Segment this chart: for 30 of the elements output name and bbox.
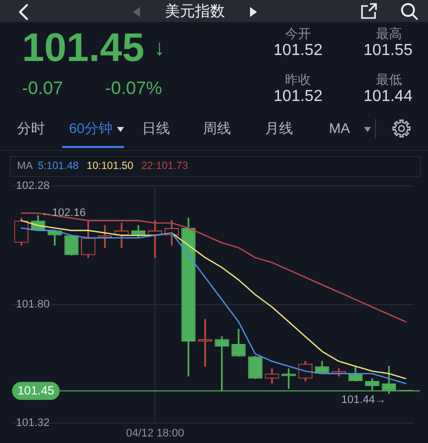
text: 最低 <box>375 72 403 87</box>
ref-line-label: 101.45 <box>18 384 55 398</box>
y-tick-label: 101.80 <box>16 298 50 311</box>
text: 60分钟 <box>69 120 113 136</box>
text: 10:101.50 <box>86 160 134 172</box>
text: 分时 <box>17 120 45 136</box>
text: 日线 <box>142 120 170 136</box>
text: 101.45 <box>22 26 144 70</box>
text: 今开 <box>284 26 312 41</box>
text: MA <box>329 120 350 136</box>
text: ↓ <box>154 35 165 60</box>
text: 月线 <box>265 120 293 136</box>
text: 昨收 <box>284 72 312 87</box>
text: 101.44 <box>362 88 414 105</box>
text: -0.07 <box>22 78 64 98</box>
y-tick-label: 101.32 <box>16 417 50 430</box>
text: 101.52 <box>272 42 324 59</box>
text: 5:101.48 <box>38 160 79 172</box>
annotation: 101.44→ <box>341 394 386 406</box>
annotation: ←102.16 <box>41 207 86 220</box>
text: 101.52 <box>272 88 324 105</box>
text: -0.07% <box>105 78 162 98</box>
text: 101.55 <box>362 42 414 59</box>
x-tick-label: 04/12 18:00 <box>126 428 184 440</box>
text: 22:101.73 <box>141 160 188 172</box>
text: 最高 <box>375 26 403 41</box>
chart-title: 美元指数 <box>164 3 226 20</box>
legend-title: MA <box>17 160 33 172</box>
text: 周线 <box>203 120 231 136</box>
y-tick-label: 102.28 <box>16 180 50 192</box>
